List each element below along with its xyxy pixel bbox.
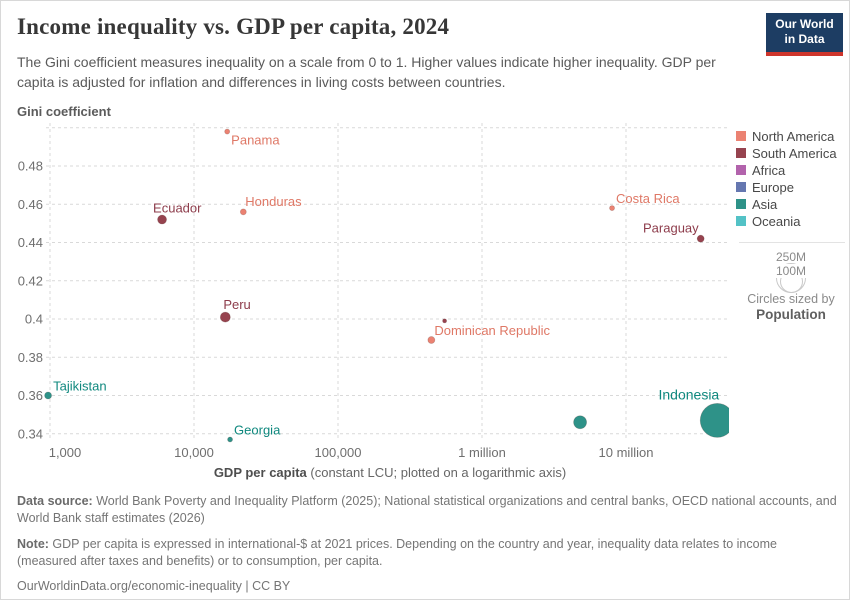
data-source-label: Data source: bbox=[17, 494, 93, 508]
point-tajikistan[interactable] bbox=[44, 391, 52, 400]
footer: Data source: World Bank Poverty and Ineq… bbox=[17, 493, 839, 595]
owid-logo-line1: Our World bbox=[775, 17, 834, 31]
size-legend-caption: Circles sized by bbox=[747, 292, 835, 306]
point-label-peru: Peru bbox=[223, 297, 250, 312]
data-source-text: World Bank Poverty and Inequality Platfo… bbox=[17, 494, 837, 526]
page-title: Income inequality vs. GDP per capita, 20… bbox=[17, 14, 450, 39]
owid-logo[interactable]: Our World in Data bbox=[766, 13, 843, 56]
legend-label-europe: Europe bbox=[752, 179, 794, 195]
size-legend-inner-value: 100M bbox=[736, 264, 846, 278]
legend-label-oceania: Oceania bbox=[752, 213, 801, 229]
legend-swatch-north-america bbox=[736, 131, 746, 141]
data-source-line: Data source: World Bank Poverty and Ineq… bbox=[17, 493, 839, 528]
point-honduras[interactable] bbox=[239, 208, 247, 216]
point-peru[interactable] bbox=[219, 311, 231, 323]
legend-label-asia: Asia bbox=[752, 196, 778, 212]
y-tick-label-0.48: 0.48 bbox=[18, 159, 43, 174]
x-axis-label-rest: (constant LCU; plotted on a logarithmic … bbox=[306, 465, 567, 480]
x-axis-label-bold: GDP per capita bbox=[213, 465, 307, 480]
point-unlabeled-asia[interactable] bbox=[573, 415, 587, 430]
point-label-paraguay: Paraguay bbox=[643, 221, 699, 236]
legend-item-africa[interactable]: Africa bbox=[736, 162, 837, 178]
point-dominican-republic[interactable] bbox=[427, 336, 436, 344]
point-panama[interactable] bbox=[224, 128, 231, 135]
size-legend-outer-value: 250M bbox=[775, 250, 807, 264]
y-tick-label-0.46: 0.46 bbox=[18, 197, 43, 212]
legend-item-north-america[interactable]: North America bbox=[736, 128, 837, 144]
x-tick-label-1-000: 1,000 bbox=[49, 445, 82, 460]
legend-swatch-asia bbox=[736, 199, 746, 209]
note-line: Note: GDP per capita is expressed in int… bbox=[17, 536, 839, 571]
point-costa-rica[interactable] bbox=[609, 205, 615, 211]
x-tick-label-10-million: 10 million bbox=[599, 445, 654, 460]
owid-logo-line2: in Data bbox=[784, 32, 825, 47]
point-label-georgia: Georgia bbox=[234, 422, 281, 437]
point-ecuador[interactable] bbox=[157, 214, 167, 225]
point-label-panama: Panama bbox=[231, 133, 280, 148]
point-label-ecuador: Ecuador bbox=[153, 201, 202, 216]
point-label-dominican-republic: Dominican Republic bbox=[434, 323, 550, 338]
data-points bbox=[44, 128, 734, 443]
legend-divider bbox=[739, 242, 845, 243]
legend-label-africa: Africa bbox=[752, 162, 786, 178]
size-legend-inner-value-text: 100M bbox=[773, 264, 809, 278]
legend-swatch-africa bbox=[736, 165, 746, 175]
point-paraguay[interactable] bbox=[696, 234, 705, 243]
point-indonesia[interactable] bbox=[699, 402, 734, 438]
point-label-costa-rica: Costa Rica bbox=[616, 191, 680, 206]
x-tick-label-1-million: 1 million bbox=[458, 445, 506, 460]
chart-subtitle: The Gini coefficient measures inequality… bbox=[17, 54, 716, 90]
point-label-honduras: Honduras bbox=[245, 194, 302, 209]
citation-link[interactable]: OurWorldinData.org/economic-inequality |… bbox=[17, 579, 291, 593]
point-label-indonesia: Indonesia bbox=[659, 386, 720, 402]
note-label: Note: bbox=[17, 536, 49, 551]
point-label-tajikistan: Tajikistan bbox=[53, 379, 106, 394]
point-unlabeled-south-america[interactable] bbox=[442, 318, 447, 324]
continent-legend: North America South America Africa Europe As… bbox=[736, 128, 837, 232]
legend-swatch-europe bbox=[736, 182, 746, 192]
y-tick-label-0.36: 0.36 bbox=[18, 388, 43, 403]
y-tick-label-0.34: 0.34 bbox=[18, 426, 43, 441]
legend-swatch-south-america bbox=[736, 148, 746, 158]
legend-label-north-america: North America bbox=[752, 128, 835, 144]
y-tick-label-0.4: 0.4 bbox=[25, 312, 43, 327]
y-tick-label-0.38: 0.38 bbox=[18, 350, 43, 365]
legend-item-asia[interactable]: Asia bbox=[736, 196, 837, 212]
gridlines bbox=[46, 123, 730, 438]
x-tick-label-10-000: 10,000 bbox=[174, 445, 214, 460]
y-tick-label-0.42: 0.42 bbox=[18, 273, 43, 288]
x-axis-label: GDP per capita (constant LCU; plotted on… bbox=[50, 465, 730, 480]
y-tick-label-0.44: 0.44 bbox=[18, 235, 43, 250]
y-axis-title: Gini coefficient bbox=[17, 104, 111, 119]
x-tick-label-100-000: 100,000 bbox=[315, 445, 362, 460]
legend-item-south-america[interactable]: South America bbox=[736, 145, 837, 161]
note-text: GDP per capita is expressed in internati… bbox=[17, 536, 777, 568]
legend-swatch-oceania bbox=[736, 216, 746, 226]
legend-label-south-america: South America bbox=[752, 145, 837, 161]
size-legend-caption-population: Population bbox=[756, 307, 826, 322]
legend-item-europe[interactable]: Europe bbox=[736, 179, 837, 195]
legend-item-oceania[interactable]: Oceania bbox=[736, 213, 837, 229]
point-georgia[interactable] bbox=[227, 436, 233, 443]
